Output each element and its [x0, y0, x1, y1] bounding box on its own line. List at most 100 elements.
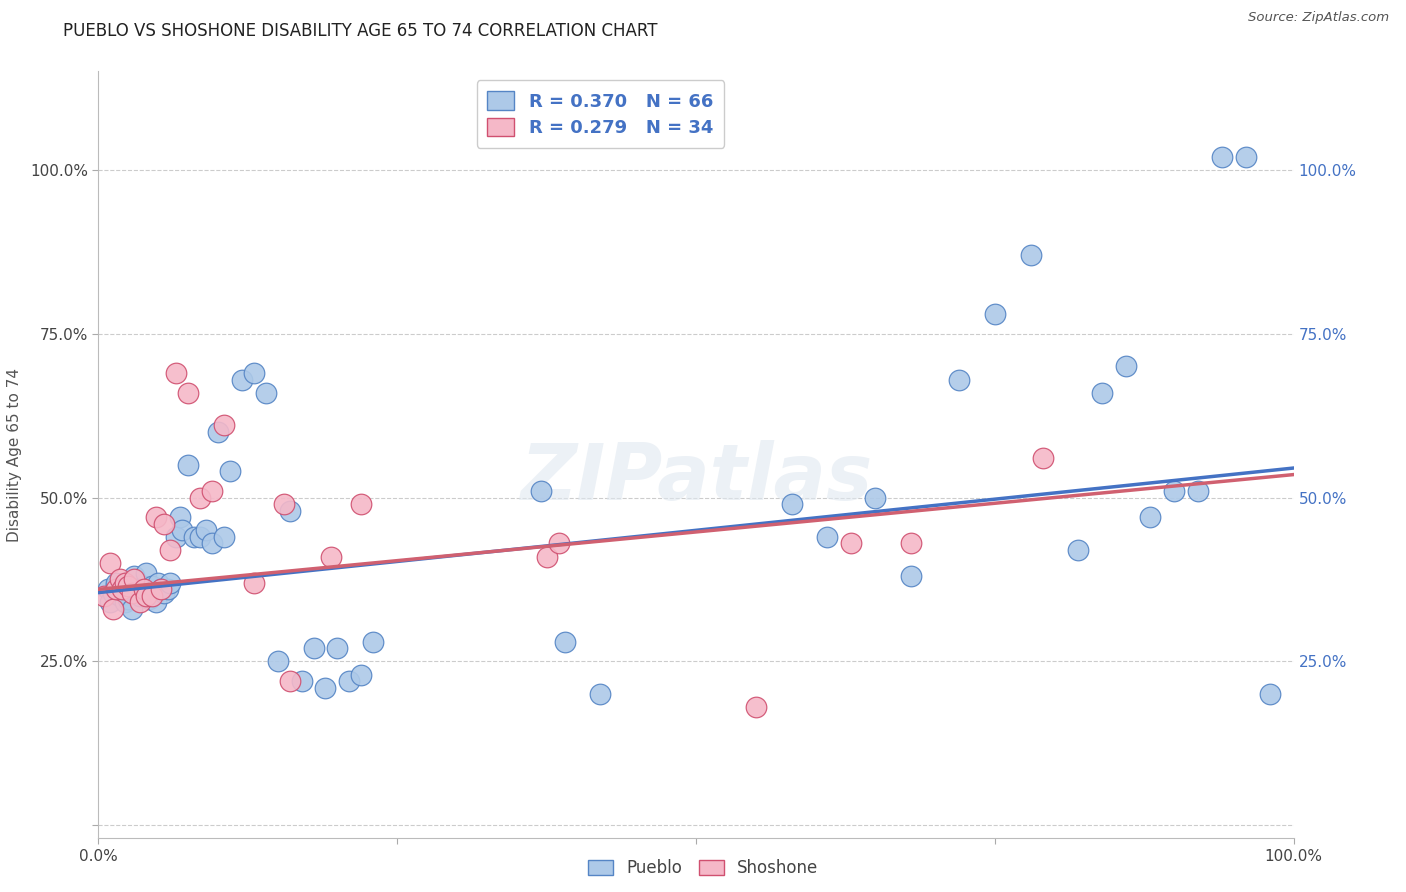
Point — [815, 530, 838, 544]
Point — [291, 674, 314, 689]
Point — [101, 602, 124, 616]
Point — [530, 483, 553, 498]
Point — [195, 524, 218, 538]
Point — [212, 418, 235, 433]
Point — [536, 549, 558, 564]
Point — [141, 589, 163, 603]
Point — [900, 569, 922, 583]
Point — [315, 681, 337, 695]
Point — [188, 491, 211, 505]
Point — [114, 595, 136, 609]
Point — [105, 579, 128, 593]
Point — [547, 536, 569, 550]
Point — [212, 530, 235, 544]
Point — [231, 372, 253, 386]
Point — [117, 592, 139, 607]
Point — [125, 582, 148, 597]
Point — [1032, 451, 1054, 466]
Point — [159, 575, 181, 590]
Point — [145, 510, 167, 524]
Point — [114, 575, 136, 590]
Point — [1211, 150, 1233, 164]
Point — [135, 566, 157, 580]
Point — [165, 366, 187, 380]
Point — [278, 503, 301, 517]
Point — [121, 585, 143, 599]
Point — [114, 582, 136, 597]
Point — [117, 579, 139, 593]
Text: Source: ZipAtlas.com: Source: ZipAtlas.com — [1249, 11, 1389, 24]
Point — [1234, 150, 1257, 164]
Point — [105, 582, 128, 597]
Point — [554, 634, 576, 648]
Point — [124, 569, 146, 583]
Point — [350, 667, 373, 681]
Point — [326, 641, 349, 656]
Point — [350, 497, 373, 511]
Point — [111, 585, 134, 599]
Point — [156, 582, 179, 597]
Y-axis label: Disability Age 65 to 74: Disability Age 65 to 74 — [7, 368, 21, 542]
Point — [124, 573, 146, 587]
Point — [159, 543, 181, 558]
Point — [1115, 359, 1137, 374]
Point — [111, 582, 134, 597]
Point — [243, 575, 266, 590]
Point — [135, 589, 157, 603]
Point — [984, 307, 1007, 321]
Point — [149, 582, 172, 597]
Point — [108, 589, 131, 603]
Point — [132, 582, 155, 597]
Point — [98, 595, 122, 609]
Point — [780, 497, 803, 511]
Point — [273, 497, 295, 511]
Point — [172, 524, 194, 538]
Text: ZIPatlas: ZIPatlas — [520, 440, 872, 516]
Point — [948, 372, 970, 386]
Point — [267, 655, 290, 669]
Point — [243, 366, 266, 380]
Point — [169, 510, 191, 524]
Point — [149, 582, 172, 597]
Point — [108, 573, 131, 587]
Point — [207, 425, 229, 439]
Point — [278, 674, 301, 689]
Point — [188, 530, 211, 544]
Point — [201, 483, 224, 498]
Point — [1163, 483, 1185, 498]
Point — [177, 458, 200, 472]
Point — [121, 602, 143, 616]
Point — [165, 530, 187, 544]
Point — [219, 464, 242, 478]
Point — [1139, 510, 1161, 524]
Point — [98, 556, 122, 570]
Point — [129, 595, 152, 609]
Point — [589, 687, 612, 701]
Legend: R = 0.370   N = 66, R = 0.279   N = 34: R = 0.370 N = 66, R = 0.279 N = 34 — [477, 80, 724, 148]
Point — [183, 530, 205, 544]
Text: PUEBLO VS SHOSHONE DISABILITY AGE 65 TO 74 CORRELATION CHART: PUEBLO VS SHOSHONE DISABILITY AGE 65 TO … — [63, 22, 658, 40]
Point — [865, 491, 887, 505]
Point — [302, 641, 325, 656]
Point — [138, 592, 160, 607]
Point — [1187, 483, 1209, 498]
Point — [201, 536, 224, 550]
Point — [1019, 248, 1042, 262]
Point — [900, 536, 922, 550]
Point — [1091, 385, 1114, 400]
Point — [1258, 687, 1281, 701]
Point — [141, 579, 163, 593]
Point — [363, 634, 385, 648]
Point — [148, 575, 170, 590]
Point — [339, 674, 361, 689]
Point — [97, 582, 120, 597]
Legend: Pueblo, Shoshone: Pueblo, Shoshone — [581, 853, 825, 884]
Point — [321, 549, 343, 564]
Point — [132, 579, 155, 593]
Point — [105, 575, 128, 590]
Point — [93, 589, 115, 603]
Point — [841, 536, 863, 550]
Point — [153, 585, 176, 599]
Point — [145, 595, 167, 609]
Point — [1067, 543, 1090, 558]
